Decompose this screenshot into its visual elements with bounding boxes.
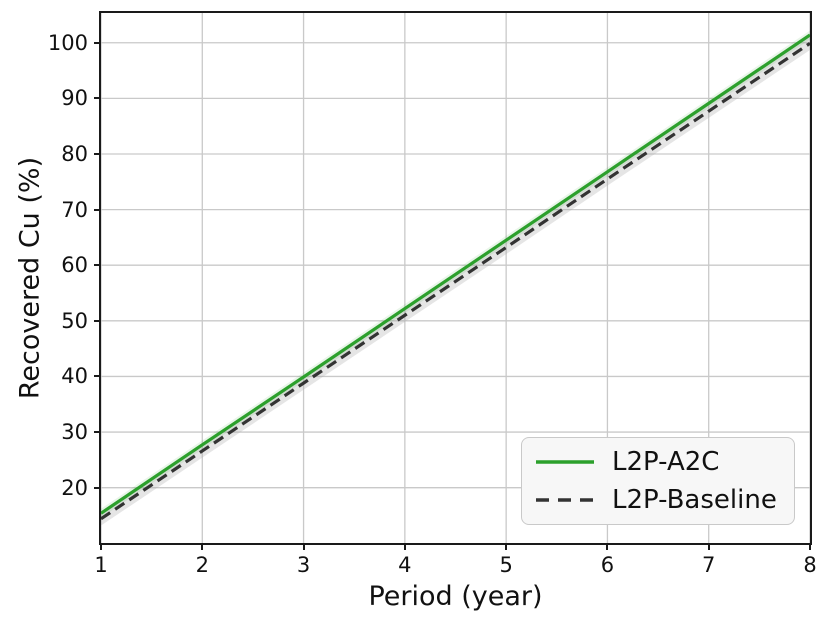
x-tick-label: 3	[296, 553, 311, 577]
x-tick-label: 5	[499, 553, 513, 577]
y-tick-label: 70	[61, 197, 88, 222]
y-tick-label: 20	[61, 475, 88, 500]
y-tick-label: 60	[61, 253, 88, 278]
legend-item-l2p-baseline: L2P-Baseline	[534, 485, 782, 515]
y-tick-label: 80	[61, 141, 88, 166]
y-tick-label: 30	[61, 420, 88, 445]
solid-line-swatch-icon	[536, 460, 594, 464]
y-tick-label: 90	[61, 86, 88, 111]
x-tick-mark	[403, 543, 406, 550]
y-tick-mark	[94, 319, 101, 322]
y-tick-mark	[94, 152, 101, 155]
x-tick-mark	[201, 543, 204, 550]
x-tick-mark	[707, 543, 710, 550]
y-tick-label: 100	[47, 30, 88, 55]
y-tick-mark	[94, 486, 101, 489]
legend-item-l2p-a2c: L2P-A2C	[534, 447, 782, 477]
y-tick-mark	[94, 97, 101, 100]
x-axis-label: Period (year)	[368, 581, 543, 612]
x-tick-mark	[809, 543, 811, 550]
plot-area	[99, 11, 812, 545]
x-tick-mark	[100, 543, 102, 550]
y-tick-mark	[94, 431, 101, 434]
y-tick-mark	[94, 264, 101, 267]
x-tick-label: 7	[702, 553, 716, 577]
x-tick-mark	[302, 543, 305, 550]
y-tick-mark	[94, 375, 101, 378]
x-tick-mark	[505, 543, 508, 550]
legend-label: L2P-Baseline	[612, 485, 777, 515]
x-tick-mark	[606, 543, 609, 550]
series-line-l2p-baseline	[101, 41, 810, 521]
series-line-l2p-a2c	[101, 33, 810, 515]
y-tick-mark	[94, 41, 101, 44]
x-tick-label: 1	[94, 553, 108, 577]
x-tick-label: 2	[195, 553, 209, 577]
dashed-line-swatch-icon	[536, 498, 594, 502]
x-tick-label: 6	[600, 553, 615, 577]
x-tick-label: 8	[803, 553, 817, 577]
y-tick-mark	[94, 208, 101, 211]
y-tick-label: 50	[61, 308, 88, 333]
y-tick-label: 40	[61, 364, 88, 389]
plot-canvas	[101, 13, 810, 543]
legend: L2P-A2C L2P-Baseline	[521, 437, 795, 525]
x-tick-label: 4	[398, 553, 412, 577]
legend-label: L2P-A2C	[612, 447, 720, 477]
